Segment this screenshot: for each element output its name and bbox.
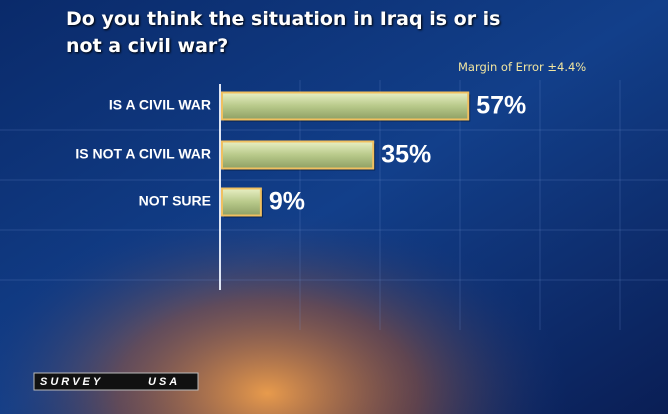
bar <box>221 187 262 217</box>
logo-text: SURVEY <box>40 376 103 388</box>
category-label: IS A CIVIL WAR <box>109 97 211 113</box>
value-label: 35% <box>381 141 431 169</box>
logo-text: USA <box>148 376 180 388</box>
category-label: IS NOT A CIVIL WAR <box>75 146 211 162</box>
category-label: NOT SURE <box>139 193 211 209</box>
annotation: Margin of Error ±4.4% <box>458 60 587 74</box>
bar <box>221 140 375 170</box>
logo-box <box>33 372 199 391</box>
value-label: 9% <box>269 188 305 216</box>
background-grid <box>0 80 668 330</box>
value-label: 57% <box>476 92 526 120</box>
bar <box>221 91 470 121</box>
chart-title: Do you think the situation in Iraq is or… <box>66 8 501 57</box>
